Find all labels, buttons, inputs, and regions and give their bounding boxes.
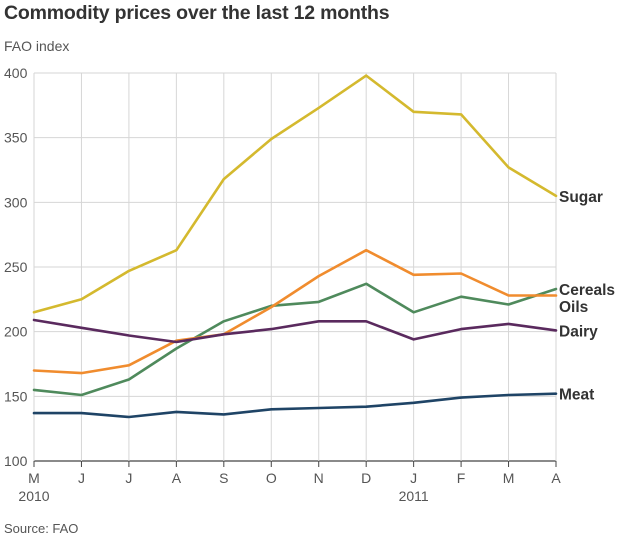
x-tick-label: S [219,470,228,486]
y-tick-label: 250 [4,259,28,275]
x-tick-label: F [457,470,466,486]
x-axis-ticks: M J J A S O N D J F M A 2010 2011 [18,470,561,504]
chart-title: Commodity prices over the last 12 months [4,2,390,24]
y-axis-label: FAO index [4,38,70,54]
series-label-cereals: Cereals [559,282,615,299]
y-tick-label: 400 [4,65,28,81]
y-tick-label: 100 [4,453,28,469]
x-tick-label: M [28,470,40,486]
series-lines [32,74,558,419]
x-tick-label: J [410,470,417,486]
series-line-cereals [32,282,558,397]
series-label-meat: Meat [559,387,594,404]
series-line-sugar [32,74,558,314]
x-tick-label: D [361,470,371,486]
grid [33,72,557,467]
x-year-label: 2010 [18,488,49,504]
series-label-sugar: Sugar [559,189,603,206]
x-year-label: 2011 [399,488,429,504]
series-label-oils: Oils [559,299,588,316]
y-tick-label: 150 [4,388,28,404]
x-tick-label: N [314,470,324,486]
x-tick-label: O [266,470,277,486]
series-line-dairy [32,318,558,344]
x-tick-label: J [125,470,132,486]
x-tick-label: A [172,470,182,486]
y-tick-label: 300 [4,194,28,210]
y-tick-label: 200 [4,324,28,340]
x-tick-label: A [551,470,561,486]
y-axis-ticks: 100 150 200 250 300 350 400 [4,65,28,469]
source-note: Source: FAO [4,521,79,536]
y-tick-label: 350 [4,130,28,146]
series-label-dairy: Dairy [559,323,598,340]
x-tick-label: J [78,470,85,486]
x-tick-label: M [503,470,515,486]
series-line-meat [32,392,558,419]
series-line-oils [32,248,558,375]
